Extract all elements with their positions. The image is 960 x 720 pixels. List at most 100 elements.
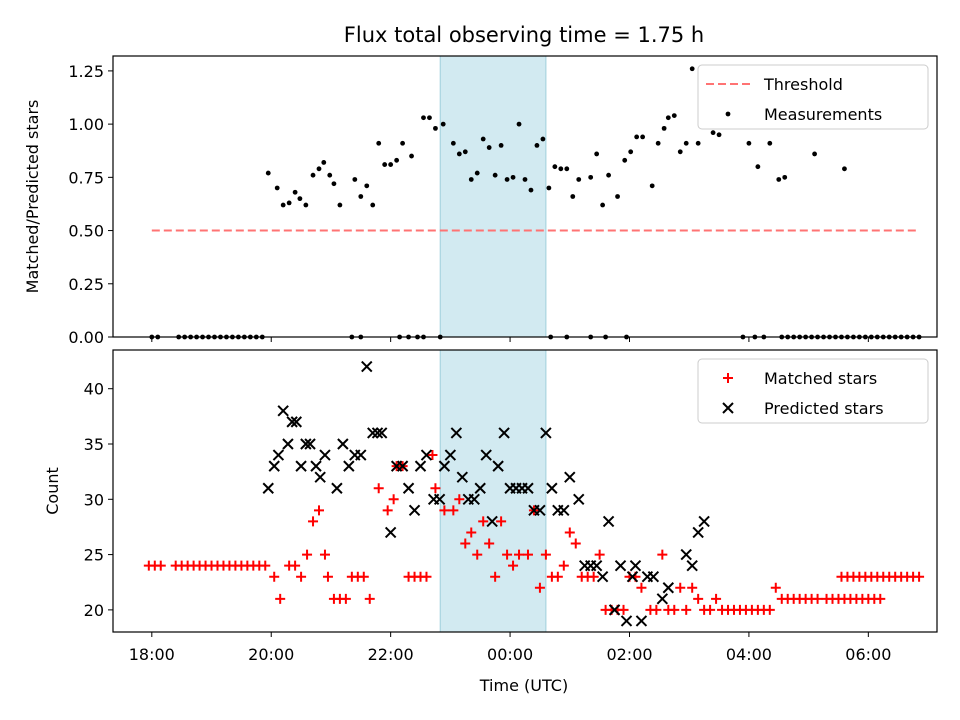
measurement-point bbox=[649, 183, 655, 189]
predicted-star-point bbox=[558, 504, 570, 517]
matched-star-point bbox=[594, 549, 605, 560]
predicted-star-point bbox=[414, 460, 427, 472]
measurement-point bbox=[510, 174, 516, 180]
legend-predicted-marker bbox=[722, 402, 734, 414]
measurement-point bbox=[606, 172, 611, 178]
predicted-star-point bbox=[474, 482, 486, 494]
predicted-star-point bbox=[268, 460, 280, 472]
predicted-star-point bbox=[396, 460, 409, 472]
matched-star-point bbox=[484, 538, 495, 549]
matched-star-point bbox=[439, 505, 450, 516]
panel-0-legend-box bbox=[697, 64, 929, 130]
measurement-point bbox=[689, 66, 695, 72]
measurement-point bbox=[468, 177, 474, 182]
matched-star-point bbox=[669, 604, 680, 615]
matched-star-point bbox=[914, 571, 925, 582]
matched-star-point bbox=[514, 549, 525, 560]
matched-star-point bbox=[358, 571, 369, 582]
panel-0-y-tick-label: 0.25 bbox=[68, 275, 104, 294]
legend-entry-label: Measurements bbox=[764, 105, 882, 124]
measurement-point bbox=[292, 189, 298, 195]
predicted-star-point bbox=[680, 548, 692, 561]
panel-1-y-axis-label: Count bbox=[43, 467, 62, 515]
predicted-star-point bbox=[402, 482, 415, 494]
predicted-star-point bbox=[656, 593, 669, 605]
matched-star-point bbox=[651, 604, 662, 615]
matched-star-point bbox=[340, 593, 351, 604]
matched-star-point bbox=[460, 538, 471, 549]
predicted-star-point bbox=[614, 559, 627, 572]
measurement-point bbox=[634, 134, 640, 140]
matched-star-point bbox=[382, 505, 393, 516]
measurement-point bbox=[297, 196, 303, 202]
measurement-point bbox=[474, 170, 480, 176]
predicted-star-point bbox=[450, 427, 463, 439]
measurement-point bbox=[427, 115, 432, 121]
matched-star-point bbox=[502, 549, 513, 560]
predicted-star-point bbox=[596, 570, 609, 583]
measurement-point bbox=[594, 151, 600, 157]
predicted-star-point bbox=[384, 526, 397, 539]
panel-1-series-0 bbox=[143, 450, 925, 615]
measurement-point bbox=[337, 202, 343, 208]
matched-star-point bbox=[681, 604, 692, 615]
predicted-star-point bbox=[564, 471, 576, 483]
measurement-point bbox=[498, 143, 504, 148]
measurement-point bbox=[394, 157, 400, 163]
predicted-star-point bbox=[290, 416, 303, 428]
measurement-point bbox=[665, 115, 671, 121]
predicted-star-point bbox=[408, 504, 421, 517]
panel-0-series-0 bbox=[149, 66, 922, 340]
matched-star-point bbox=[427, 450, 438, 461]
predicted-star-point bbox=[534, 504, 546, 517]
measurement-point bbox=[400, 140, 405, 146]
measurement-point bbox=[440, 121, 446, 127]
measurement-point bbox=[450, 140, 456, 146]
predicted-star-point bbox=[355, 449, 367, 461]
matched-star-point bbox=[155, 560, 166, 571]
measurement-point bbox=[409, 153, 414, 159]
measurement-point bbox=[321, 160, 327, 165]
measurement-point bbox=[265, 170, 271, 176]
predicted-star-point bbox=[486, 515, 498, 528]
predicted-star-point bbox=[456, 471, 469, 483]
measurement-point bbox=[628, 149, 634, 155]
measurement-point bbox=[274, 185, 280, 191]
predicted-star-point bbox=[468, 493, 480, 506]
matched-star-point bbox=[540, 549, 551, 560]
panel-1-series-1 bbox=[262, 360, 710, 627]
predicted-star-point bbox=[337, 438, 349, 450]
predicted-star-point bbox=[626, 570, 639, 583]
legend-entry-label: Matched stars bbox=[764, 369, 877, 388]
x-tick-label: 06:00 bbox=[845, 645, 891, 664]
matched-star-point bbox=[508, 560, 519, 571]
matched-star-point bbox=[618, 604, 629, 615]
predicted-star-point bbox=[546, 482, 558, 494]
panel-1-y-tick-label: 40 bbox=[84, 380, 104, 399]
top-panel-ratio: 0.00 0.25 0.50 0.75 1.00 1.25 Matched/Predicte… bbox=[23, 55, 938, 347]
measurement-point bbox=[716, 132, 722, 138]
x-tick-label: 00:00 bbox=[487, 645, 533, 664]
predicted-star-point bbox=[608, 604, 621, 616]
panel-0-y-tick-label: 1.00 bbox=[68, 115, 104, 134]
measurement-point bbox=[492, 172, 498, 178]
x-tick-label: 02:00 bbox=[606, 645, 652, 664]
measurement-point bbox=[280, 202, 286, 208]
matched-star-point bbox=[478, 516, 489, 527]
measurement-point bbox=[382, 162, 388, 167]
predicted-star-point bbox=[361, 360, 373, 373]
measurement-point bbox=[782, 174, 788, 180]
measurement-point bbox=[327, 172, 333, 178]
predicted-star-point bbox=[262, 482, 274, 494]
matched-star-point bbox=[269, 571, 280, 582]
predicted-star-point bbox=[635, 615, 648, 627]
measurement-point bbox=[370, 202, 376, 208]
measurement-point bbox=[842, 166, 847, 172]
measurement-point bbox=[767, 140, 773, 146]
predicted-star-point bbox=[662, 582, 675, 594]
measurement-point bbox=[570, 194, 576, 199]
matched-star-point bbox=[302, 549, 313, 560]
matched-star-point bbox=[534, 582, 545, 593]
matched-star-point bbox=[522, 549, 533, 560]
